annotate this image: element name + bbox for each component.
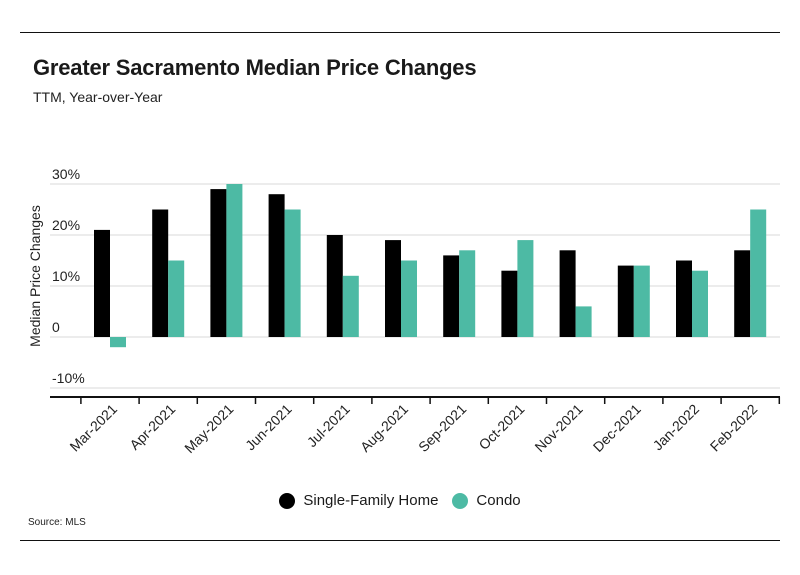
bar-condo [401,260,417,337]
x-tick-label: Mar-2021 [66,401,120,455]
bar-condo [633,265,650,337]
x-tick-label: Oct-2021 [475,401,527,453]
y-tick-label: -10% [52,370,85,386]
x-tick-label: Jan-2022 [650,401,703,454]
x-tick-label: Apr-2021 [126,401,178,453]
bar-condo [284,209,301,337]
x-tick-label: Sep-2021 [415,401,469,455]
legend-swatch-condo [452,492,469,509]
bar-condo [168,260,185,337]
x-tick-label: Aug-2021 [357,401,411,455]
legend-swatch-single-family [279,492,296,509]
bar-single-family [152,209,169,337]
bottom-rule [20,540,780,541]
chart-subtitle: TTM, Year-over-Year [33,89,163,105]
bar-single-family [676,260,692,337]
bar-single-family [501,270,518,337]
bar-single-family [617,265,634,337]
x-tick-label: Nov-2021 [531,401,585,455]
bar-single-family [443,255,460,337]
bar-single-family [385,240,401,337]
y-tick-label: 20% [52,217,80,233]
x-tick-label: Jul-2021 [304,401,353,450]
bar-single-family [734,250,751,337]
y-tick-label: 0 [52,319,60,335]
legend-label-single-family: Single-Family Home [303,492,439,509]
bar-condo [692,270,708,337]
x-tick-label: Feb-2022 [707,401,761,455]
bar-condo [459,250,476,337]
bar-condo [110,337,126,348]
bar-condo [342,275,359,337]
bar-single-family [326,235,343,337]
legend-label-condo: Condo [476,492,521,509]
bar-single-family [94,229,110,337]
bar-condo [226,184,243,337]
top-rule [20,32,780,33]
source-note: Source: MLS [28,517,86,528]
bar-condo [517,240,534,337]
y-tick-label: 30% [52,166,80,182]
legend-item-condo: Condo [452,492,521,509]
x-tick-label: Dec-2021 [590,401,644,455]
x-tick-label: May-2021 [181,401,236,456]
bar-condo [750,209,767,337]
legend-item-single-family: Single-Family Home [279,492,438,509]
bar-single-family [210,189,227,337]
chart-title: Greater Sacramento Median Price Changes [33,55,477,80]
bar-single-family [559,250,576,337]
bar-condo [575,306,592,337]
legend: Single-Family Home Condo [0,492,800,509]
y-tick-label: 10% [52,268,80,284]
y-axis-label: Median Price Changes [27,205,43,347]
x-tick-label: Jun-2021 [242,401,295,454]
bar-single-family [268,194,285,337]
